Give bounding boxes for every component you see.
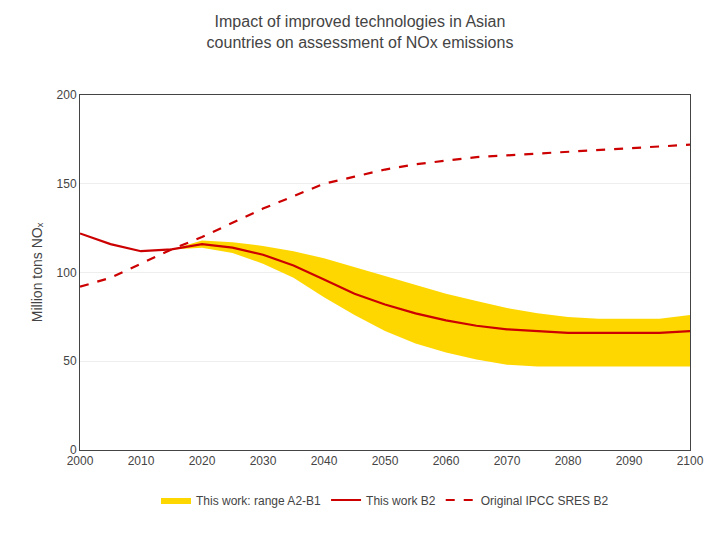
svg-text:2030: 2030 (250, 454, 277, 468)
svg-text:2040: 2040 (311, 454, 338, 468)
svg-text:2010: 2010 (128, 454, 155, 468)
svg-text:2050: 2050 (372, 454, 399, 468)
svg-text:Million tons NOₓ: Million tons NOₓ (29, 222, 45, 322)
svg-text:0: 0 (70, 443, 77, 457)
svg-text:This work B2: This work B2 (366, 494, 436, 508)
svg-text:2090: 2090 (616, 454, 643, 468)
svg-text:Original IPCC SRES B2: Original IPCC SRES B2 (481, 494, 609, 508)
svg-text:2020: 2020 (189, 454, 216, 468)
svg-text:2000: 2000 (67, 454, 94, 468)
svg-text:Impact of improved technologie: Impact of improved technologies in Asian… (207, 13, 514, 51)
svg-text:50: 50 (63, 354, 77, 368)
svg-text:This work: range A2-B1: This work: range A2-B1 (196, 494, 321, 508)
svg-text:2080: 2080 (555, 454, 582, 468)
svg-text:2100: 2100 (677, 454, 704, 468)
svg-text:100: 100 (57, 266, 77, 280)
svg-text:2060: 2060 (433, 454, 460, 468)
svg-text:2070: 2070 (494, 454, 521, 468)
svg-text:150: 150 (57, 177, 77, 191)
svg-text:200: 200 (57, 88, 77, 102)
